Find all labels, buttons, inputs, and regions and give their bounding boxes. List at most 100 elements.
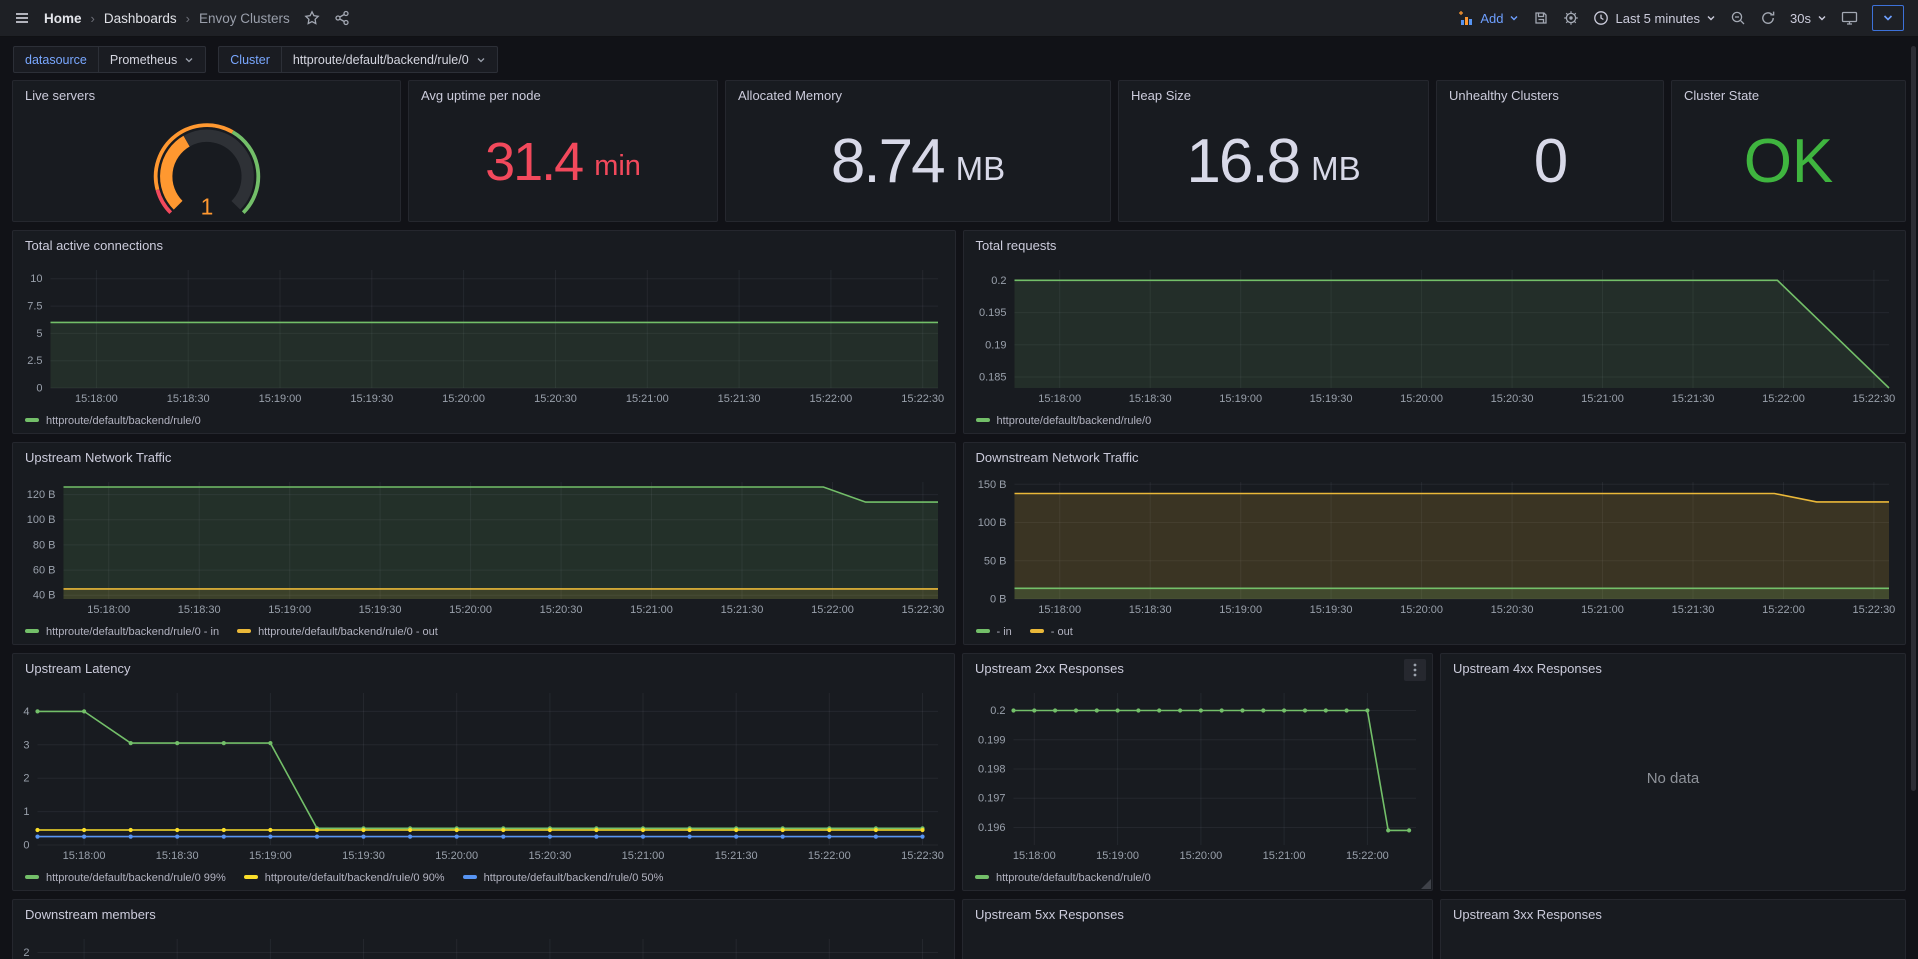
legend-item[interactable]: - in [976, 626, 1012, 638]
svg-text:15:18:00: 15:18:00 [87, 604, 130, 616]
panel-upstream-network-traffic: Upstream Network Traffic 15:18:00 15:18:3… [12, 442, 956, 645]
breadcrumb-current: Envoy Clusters [199, 11, 290, 26]
svg-text:15:20:30: 15:20:30 [528, 850, 571, 862]
svg-text:0.185: 0.185 [978, 372, 1006, 384]
legend-item[interactable]: httproute/default/backend/rule/0 - in [25, 626, 219, 638]
datasource-variable-label: datasource [13, 46, 99, 73]
panel-title[interactable]: Downstream Network Traffic [964, 443, 1906, 472]
refresh-interval-dropdown[interactable]: 30s [1790, 11, 1827, 26]
timeseries-chart[interactable]: 15:18:0015:19:0015:20:0015:21:0015:22:00… [967, 683, 1424, 865]
panel-total-active-connections: Total active connections 15:18:0015:18:3… [12, 230, 956, 434]
svg-text:15:21:00: 15:21:00 [626, 393, 669, 405]
svg-text:0.2: 0.2 [990, 705, 1005, 717]
svg-text:0.195: 0.195 [978, 307, 1006, 319]
chevron-down-icon [1817, 13, 1827, 23]
panel-menu-kebab-icon[interactable] [1404, 659, 1426, 681]
timeseries-chart[interactable]: 15:18:0015:18:3015:19:0015:19:3015:20:00… [968, 472, 1898, 619]
vertical-scrollbar[interactable] [1911, 46, 1916, 791]
cluster-variable-select[interactable]: httproute/default/backend/rule/0 [281, 46, 498, 73]
collapse-nav-chevron-button[interactable] [1872, 5, 1904, 31]
timeseries-chart[interactable]: 15:18:0015:18:3015:19:0015:19:3015:20:00… [968, 260, 1898, 408]
svg-text:15:18:00: 15:18:00 [1038, 393, 1081, 405]
stat-value: 31.4 [485, 131, 582, 193]
svg-text:15:19:00: 15:19:00 [1219, 604, 1262, 616]
panel-title[interactable]: Downstream members [13, 900, 954, 929]
panel-title[interactable]: Allocated Memory [726, 81, 1110, 110]
panel-title[interactable]: Avg uptime per node [409, 81, 717, 110]
chevron-down-icon [476, 55, 486, 65]
panel-title[interactable]: Unhealthy Clusters [1437, 81, 1663, 110]
panel-avg-uptime: Avg uptime per node 31.4 min [408, 80, 718, 222]
panel-total-requests: Total requests 15:18:0015:18:3015:19:001… [963, 230, 1907, 434]
panel-title[interactable]: Heap Size [1119, 81, 1428, 110]
menu-icon[interactable] [14, 10, 30, 26]
breadcrumb-separator: › [186, 11, 190, 26]
panel-resize-handle[interactable] [1421, 879, 1431, 889]
panel-unhealthy-clusters: Unhealthy Clusters 0 [1436, 80, 1664, 222]
add-menu-button[interactable]: Add [1458, 10, 1519, 26]
datasource-variable-select[interactable]: Prometheus [98, 46, 206, 73]
time-range-picker[interactable]: Last 5 minutes [1593, 10, 1716, 26]
legend-item[interactable]: httproute/default/backend/rule/0 90% [244, 872, 445, 884]
legend-item[interactable]: httproute/default/backend/rule/0 [976, 415, 1152, 427]
top-nav-bar: Home › Dashboards › Envoy Clusters [0, 0, 1918, 37]
legend-item[interactable]: httproute/default/backend/rule/0 99% [25, 872, 226, 884]
dashboard-settings-gear-icon[interactable] [1563, 10, 1579, 26]
svg-text:5: 5 [36, 328, 42, 340]
timeseries-chart[interactable]: 15:18:0015:18:3015:19:0015:19:3015:20:00… [17, 260, 947, 408]
panel-downstream-members: Downstream members 15:18:0015:18:3015:19… [12, 899, 955, 959]
breadcrumb-home[interactable]: Home [44, 11, 82, 26]
panel-title[interactable]: Upstream 3xx Responses [1441, 900, 1905, 929]
favorite-star-icon[interactable] [304, 10, 320, 26]
legend-item[interactable]: httproute/default/backend/rule/0 50% [463, 872, 664, 884]
panel-title[interactable]: Live servers [13, 81, 400, 110]
svg-text:0.19: 0.19 [985, 339, 1006, 351]
panel-title[interactable]: Upstream 5xx Responses [963, 900, 1432, 929]
panel-title[interactable]: Upstream Network Traffic [13, 443, 955, 472]
save-dashboard-icon[interactable] [1533, 10, 1549, 26]
panel-title[interactable]: Total active connections [13, 231, 955, 260]
svg-text:15:18:30: 15:18:30 [178, 604, 221, 616]
panel-title[interactable]: Upstream Latency [13, 654, 954, 683]
panel-title[interactable]: Total requests [964, 231, 1906, 260]
breadcrumb: Home › Dashboards › Envoy Clusters [44, 11, 290, 26]
share-icon[interactable] [334, 10, 350, 26]
panel-title[interactable]: Cluster State [1672, 81, 1905, 110]
svg-text:15:18:30: 15:18:30 [1128, 393, 1171, 405]
svg-text:2: 2 [23, 947, 29, 959]
timeseries-chart[interactable]: 15:18:0015:18:3015:19:0015:19:3015:20:00… [17, 472, 947, 619]
dashboard-variables-row: datasource Prometheus Cluster httproute/… [13, 46, 1905, 73]
svg-text:15:20:30: 15:20:30 [1490, 604, 1533, 616]
timeseries-chart[interactable]: 15:18:0015:18:3015:19:0015:19:3015:20:00… [17, 683, 946, 865]
svg-text:100 B: 100 B [27, 514, 56, 526]
svg-text:15:19:00: 15:19:00 [259, 393, 302, 405]
svg-text:15:22:30: 15:22:30 [901, 604, 944, 616]
panel-title[interactable]: Upstream 4xx Responses [1441, 654, 1905, 683]
legend-item[interactable]: - out [1030, 626, 1073, 638]
dashboard-grid: Live servers 1 Avg uptime per node 31.4 … [0, 80, 1918, 959]
legend-item[interactable]: httproute/default/backend/rule/0 [25, 415, 201, 427]
tv-kiosk-mode-icon[interactable] [1841, 10, 1858, 26]
svg-text:15:22:30: 15:22:30 [901, 393, 944, 405]
svg-text:1: 1 [23, 806, 29, 818]
breadcrumb-dashboards[interactable]: Dashboards [104, 11, 177, 26]
panel-heap-size: Heap Size 16.8 MB [1118, 80, 1429, 222]
refresh-icon[interactable] [1760, 10, 1776, 26]
panel-title[interactable]: Upstream 2xx Responses [963, 654, 1432, 683]
svg-text:15:19:00: 15:19:00 [249, 850, 292, 862]
stat-unit: MB [956, 150, 1006, 188]
svg-text:15:21:30: 15:21:30 [1671, 393, 1714, 405]
panel-upstream-3xx-responses: Upstream 3xx Responses [1440, 899, 1906, 959]
svg-text:15:21:30: 15:21:30 [715, 850, 758, 862]
panel-upstream-latency: Upstream Latency 15:18:0015:18:3015:19:0… [12, 653, 955, 891]
zoom-out-time-icon[interactable] [1730, 10, 1746, 26]
svg-text:15:20:30: 15:20:30 [534, 393, 577, 405]
svg-text:15:20:00: 15:20:00 [435, 850, 478, 862]
legend-item[interactable]: httproute/default/backend/rule/0 [975, 872, 1151, 884]
svg-text:3: 3 [23, 739, 29, 751]
clock-icon [1593, 10, 1609, 26]
svg-text:10: 10 [30, 273, 42, 285]
timeseries-chart[interactable]: 15:18:0015:18:3015:19:0015:19:3015:20:00… [17, 929, 946, 959]
legend-item[interactable]: httproute/default/backend/rule/0 - out [237, 626, 438, 638]
svg-text:15:19:30: 15:19:30 [350, 393, 393, 405]
